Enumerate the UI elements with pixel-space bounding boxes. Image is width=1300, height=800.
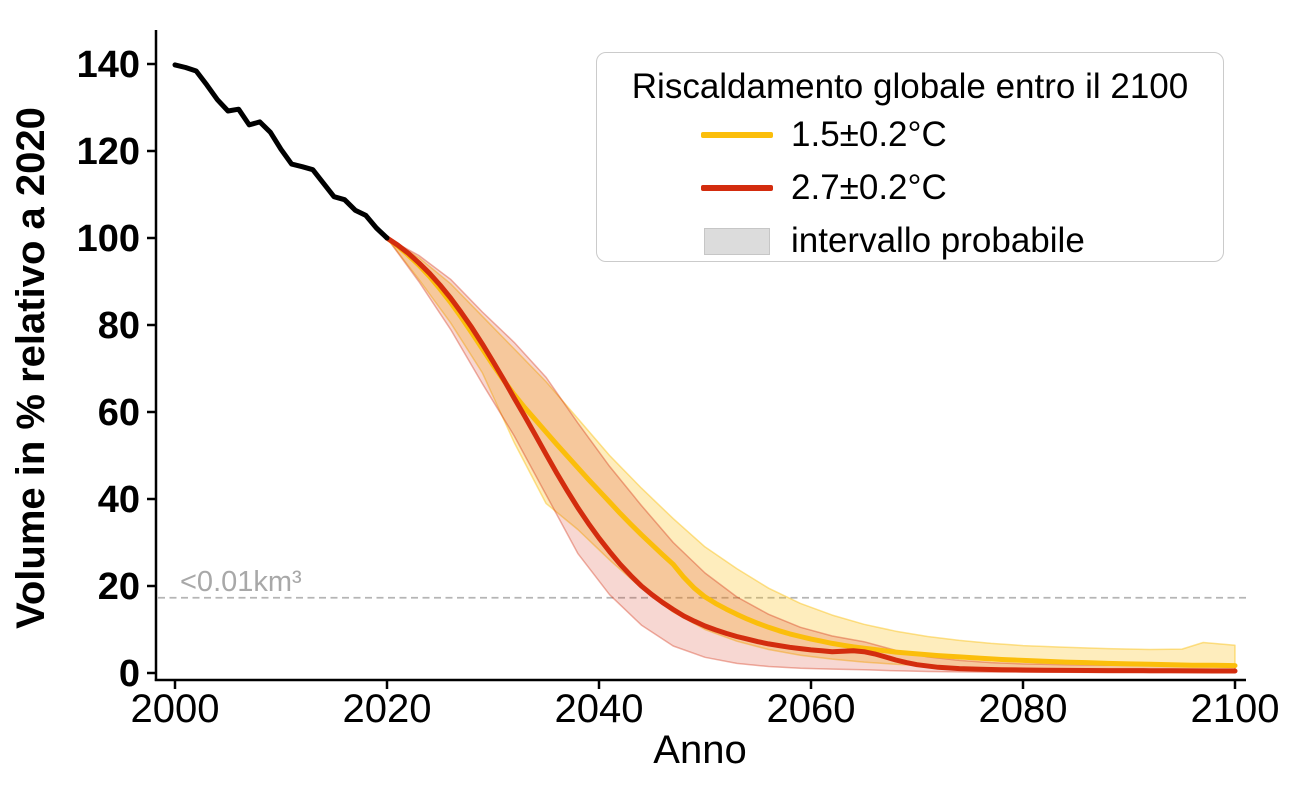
x-axis-label: Anno xyxy=(653,728,746,772)
x-tick-label: 2080 xyxy=(979,687,1068,731)
legend-rows: 1.5±0.2°C 2.7±0.2°C intervallo probabile xyxy=(597,115,1223,274)
x-tick-label: 2020 xyxy=(343,687,432,731)
y-tick-label: 120 xyxy=(77,131,140,173)
y-tick-label: 20 xyxy=(98,566,140,608)
threshold-label: <0.01km³ xyxy=(180,566,302,598)
ticks-layer: 2000 2020 2040 2060 2080 21000204060801001201… xyxy=(77,44,1280,731)
legend-line-swatch-red xyxy=(701,185,773,191)
y-tick-label: 0 xyxy=(119,653,140,695)
x-tick-label: 2100 xyxy=(1191,687,1280,731)
y-tick-label: 140 xyxy=(77,44,140,86)
legend-patch-swatch-gray xyxy=(704,227,770,255)
legend-item-label: 2.7±0.2°C xyxy=(791,168,947,207)
legend-item-1-5: 1.5±0.2°C xyxy=(597,115,1223,155)
x-tick-label: 2000 xyxy=(131,687,220,731)
x-tick-label: 2040 xyxy=(555,687,644,731)
legend-item-label: intervallo probabile xyxy=(791,221,1085,260)
line-1.5C xyxy=(384,235,1238,669)
legend-item-2-7: 2.7±0.2°C xyxy=(597,168,1223,208)
legend: Riscaldamento globale entro il 2100 1.5±… xyxy=(596,52,1224,262)
y-tick-label: 80 xyxy=(98,305,140,347)
y-tick-label: 100 xyxy=(77,218,140,260)
legend-item-label: 1.5±0.2°C xyxy=(791,115,947,154)
legend-line-swatch-yellow xyxy=(701,132,773,138)
legend-item-likely-range: intervallo probabile xyxy=(597,221,1223,261)
band-1.5C xyxy=(386,237,1236,672)
y-tick-label: 60 xyxy=(98,392,140,434)
legend-title: Riscaldamento globale entro il 2100 xyxy=(631,67,1189,106)
line-historical xyxy=(172,62,390,241)
line-2.7C xyxy=(384,235,1238,674)
y-tick-label: 40 xyxy=(98,479,140,521)
bands-layer xyxy=(386,237,1236,674)
lines-layer xyxy=(172,62,1238,674)
x-tick-label: 2060 xyxy=(767,687,856,731)
y-axis-label: Volume in % relativo a 2020 xyxy=(9,107,53,629)
